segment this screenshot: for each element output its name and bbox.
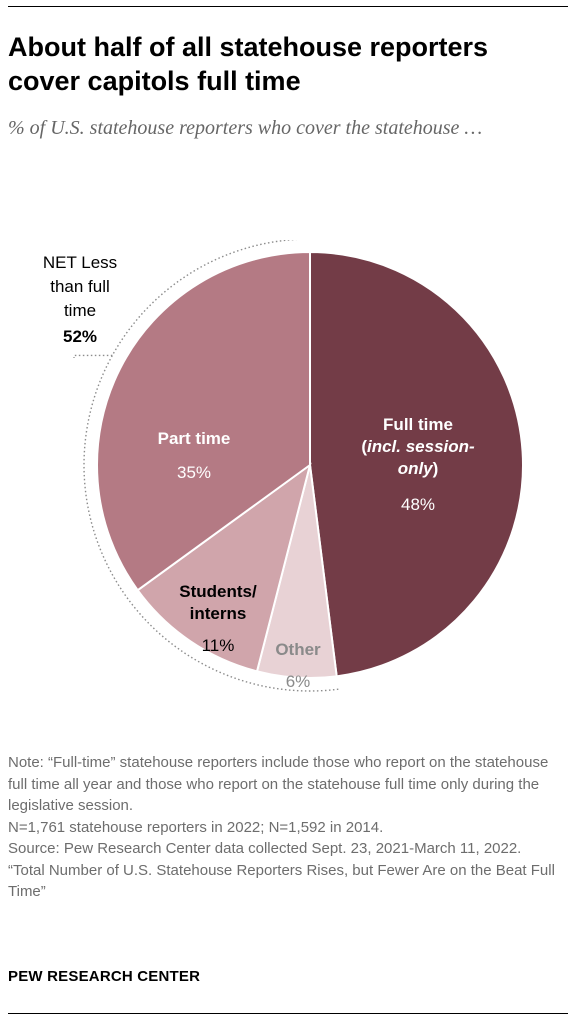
source-text: Source: Pew Research Center data collect… — [8, 840, 522, 857]
slice-label-part-time: Part time — [158, 429, 231, 448]
note-text: Note: “Full-time” statehouse reporters i… — [8, 754, 549, 814]
pie-slice-students-interns — [136, 462, 312, 673]
bottom-rule — [8, 1013, 568, 1014]
top-rule — [8, 6, 568, 7]
net-label-text: NET Less than full time — [43, 253, 117, 320]
sample-size-text: N=1,761 statehouse reporters in 2022; N=… — [8, 818, 384, 836]
net-annotation: NET Less than full time 52% — [43, 253, 117, 346]
pie-slice-part-time — [96, 250, 311, 592]
slice-value-students-interns: 11% — [202, 636, 235, 655]
slice-label-full-time: Full time (incl. session-only) — [361, 415, 475, 478]
slice-labels: Full time (incl. session-only) 48% Other 6% S… — [158, 415, 475, 691]
chart-title: About half of all statehouse reporters c… — [8, 32, 489, 96]
pie-slice-full-time — [309, 250, 524, 678]
pie-chart: Full time (incl. session-only) 48% Other 6% S… — [43, 240, 524, 692]
notes-block: Note: “Full-time” statehouse reporters i… — [8, 752, 568, 903]
net-bracket-arc — [83, 240, 339, 692]
slice-value-other: 6% — [286, 672, 311, 691]
report-title-text: “Total Number of U.S. Statehouse Reporte… — [8, 861, 555, 901]
slice-value-full-time: 48% — [401, 495, 435, 514]
chart-subtitle: % of U.S. statehouse reporters who cover… — [8, 117, 483, 139]
brand-label: PEW RESEARCH CENTER — [8, 968, 201, 985]
pie-slices — [96, 250, 524, 679]
net-leader-line — [73, 354, 113, 358]
slice-label-other: Other — [275, 640, 321, 659]
net-value-text: 52% — [63, 327, 97, 346]
slice-label-students-interns: Students/interns — [179, 582, 257, 623]
slice-value-part-time: 35% — [177, 463, 211, 482]
